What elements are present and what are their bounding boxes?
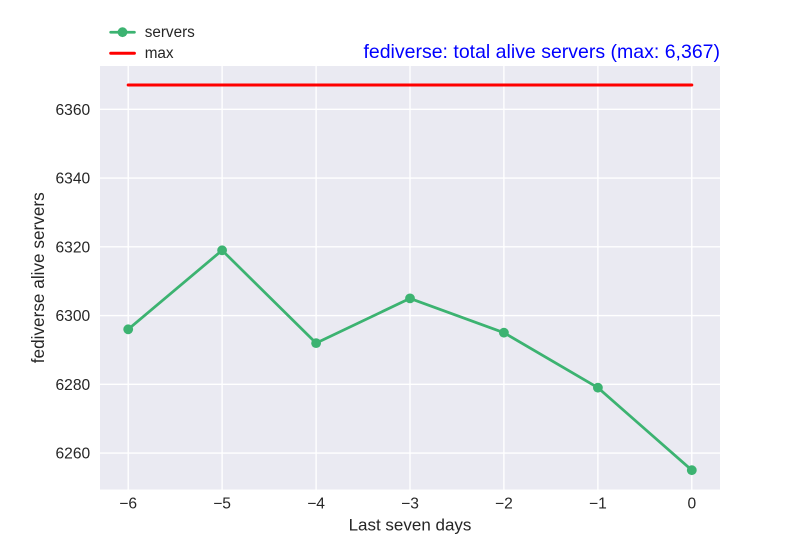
svg-text:max: max bbox=[145, 45, 174, 62]
svg-text:6340: 6340 bbox=[55, 171, 90, 188]
svg-text:6260: 6260 bbox=[55, 446, 90, 463]
svg-text:−5: −5 bbox=[213, 496, 231, 513]
svg-text:0: 0 bbox=[687, 496, 696, 513]
svg-text:−6: −6 bbox=[119, 496, 137, 513]
svg-text:6280: 6280 bbox=[55, 377, 90, 394]
svg-text:−2: −2 bbox=[495, 496, 513, 513]
svg-text:−4: −4 bbox=[307, 496, 325, 513]
svg-text:6360: 6360 bbox=[55, 102, 90, 119]
svg-text:−3: −3 bbox=[401, 496, 419, 513]
svg-text:fediverse: total alive servers: fediverse: total alive servers (max: 6,3… bbox=[363, 41, 720, 63]
svg-text:−1: −1 bbox=[589, 496, 607, 513]
svg-text:servers: servers bbox=[145, 24, 195, 41]
svg-text:6300: 6300 bbox=[55, 308, 90, 325]
svg-text:6320: 6320 bbox=[55, 239, 90, 256]
svg-text:fediverse alive servers: fediverse alive servers bbox=[28, 192, 48, 363]
svg-text:Last seven days: Last seven days bbox=[349, 515, 472, 534]
